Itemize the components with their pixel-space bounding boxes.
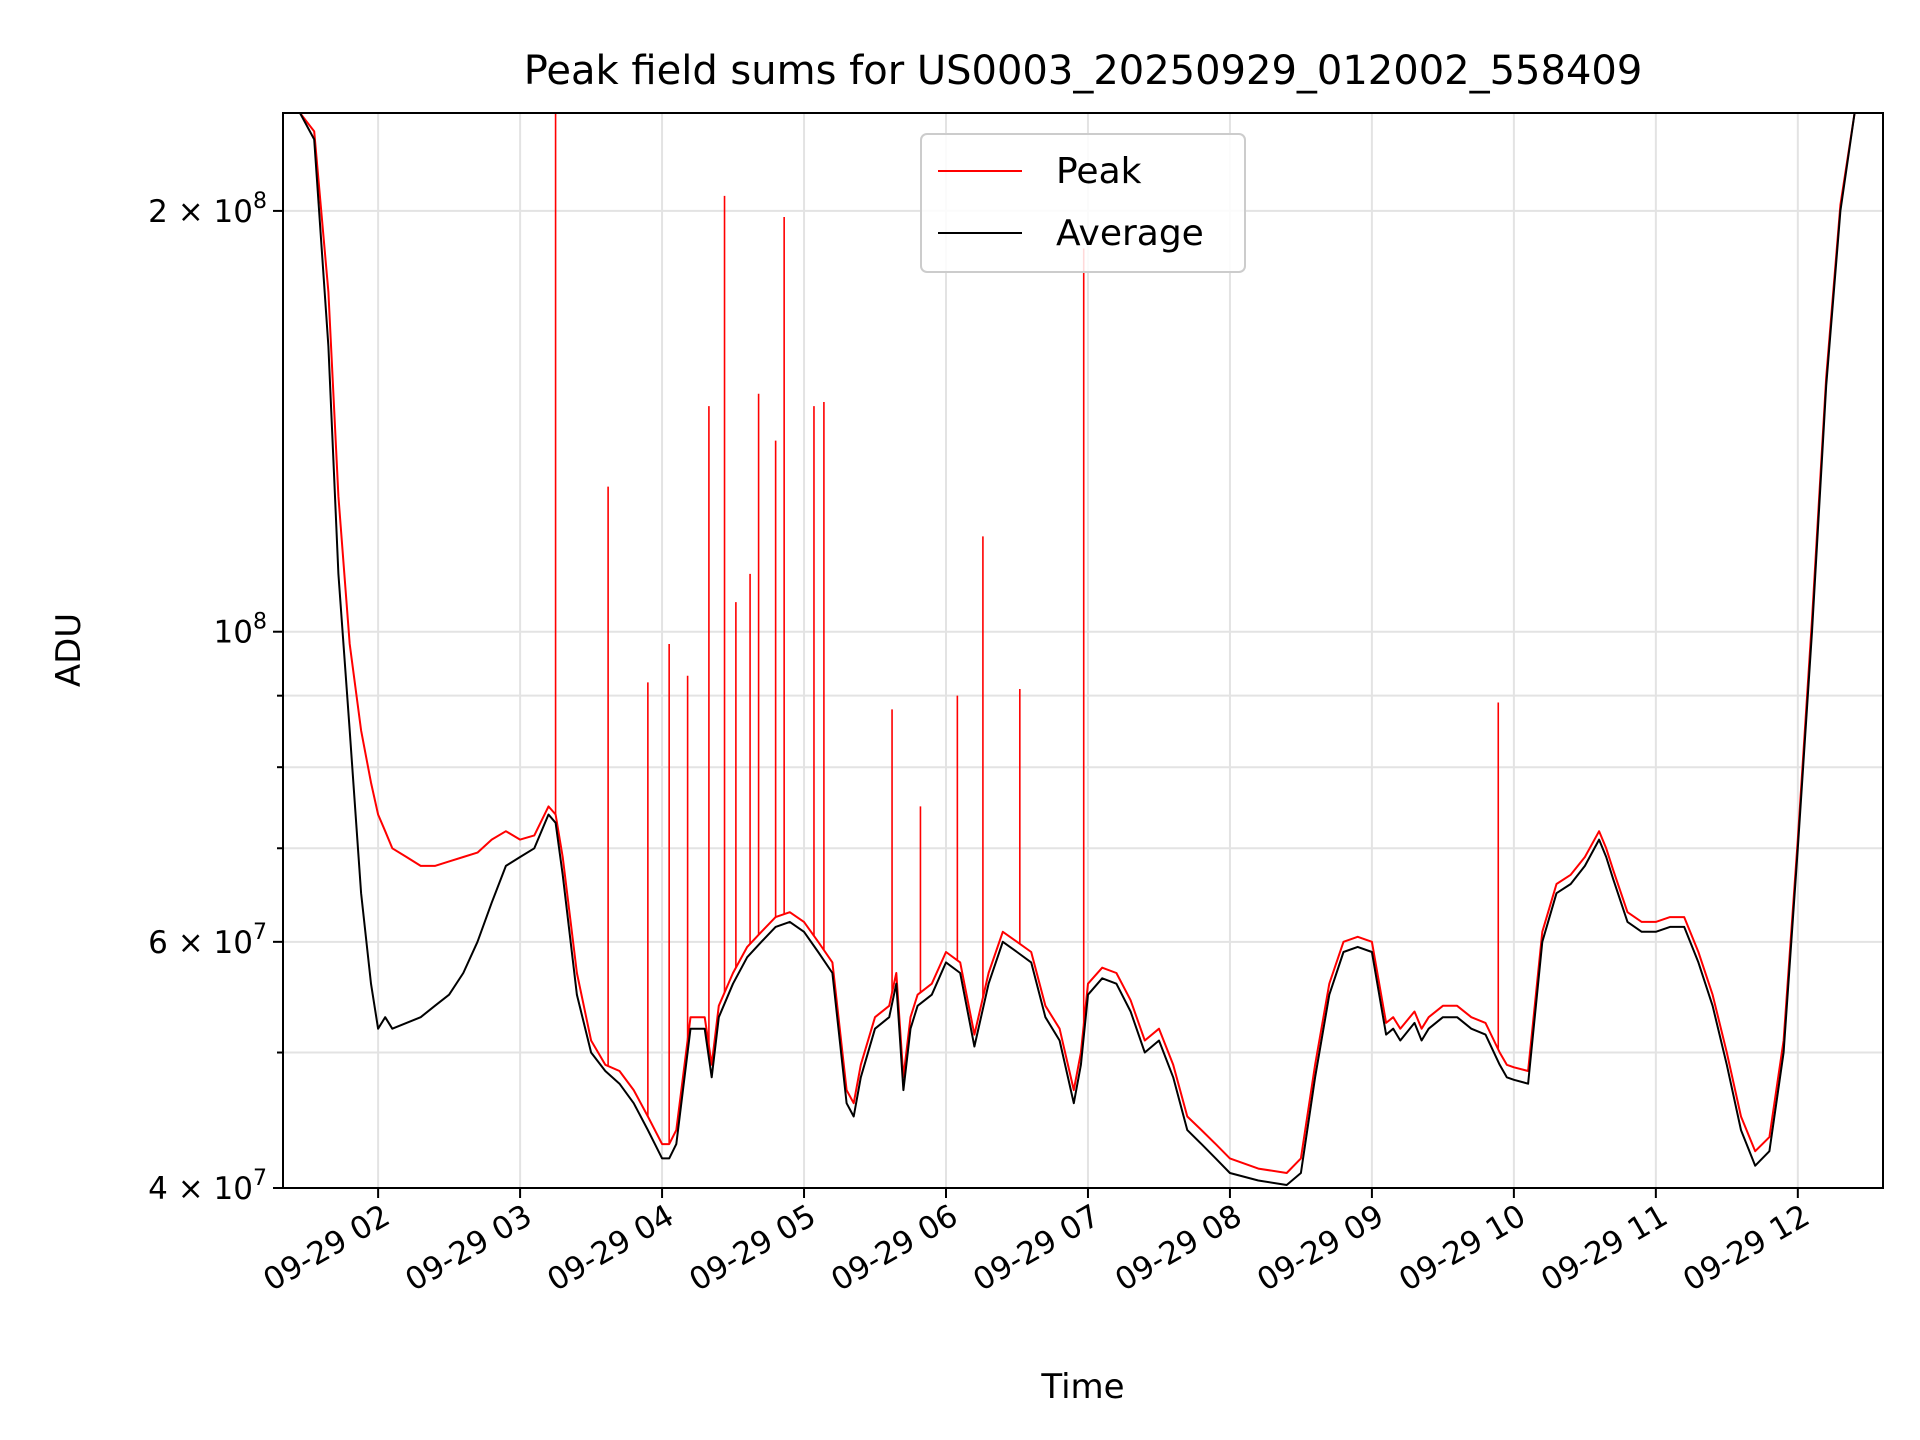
peak-series-line [283,112,1869,1174]
average-series-line [283,112,1869,1186]
peak-spikes [554,113,1500,1145]
y-tick-label: 2 × 108 [148,189,267,230]
y-tick-label: 108 [214,610,267,651]
legend-peak-label: Peak [1056,151,1142,192]
y-tick-label: 6 × 107 [148,920,267,961]
legend: Peak Average [920,133,1246,273]
x-axis-title: Time [1040,1367,1124,1407]
y-axis-title: ADU [49,613,89,687]
legend-box [920,133,1246,273]
y-tick-label: 4 × 107 [148,1166,267,1207]
chart-title: Peak field sums for US0003_20250929_0120… [524,48,1643,94]
legend-average-label: Average [1056,213,1204,254]
plot-area-frame [282,112,1884,1189]
plot-series [283,112,1869,1186]
